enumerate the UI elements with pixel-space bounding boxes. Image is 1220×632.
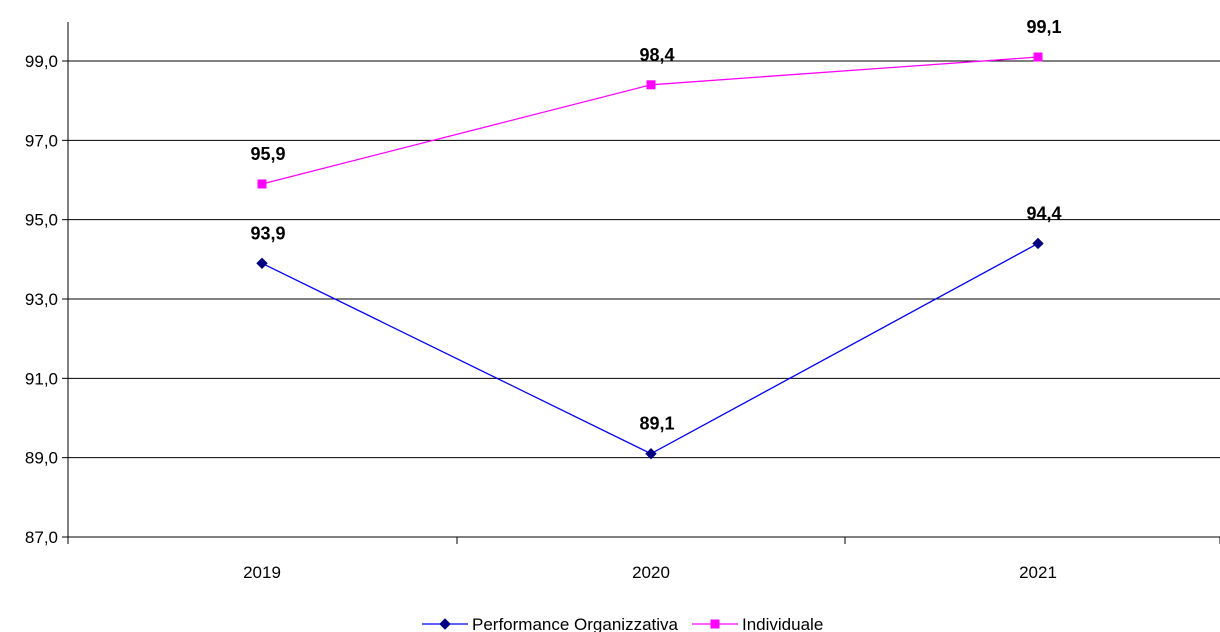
data-label: 95,9 [250, 144, 285, 164]
y-tick-label: 97,0 [25, 131, 58, 150]
data-label: 99,1 [1026, 17, 1061, 37]
data-label: 94,4 [1026, 203, 1061, 223]
data-point-marker [256, 257, 268, 270]
legend-marker [710, 619, 720, 629]
legend-label: Performance Organizzativa [472, 615, 679, 632]
data-label: 98,4 [639, 45, 674, 65]
data-point-marker [646, 80, 656, 90]
series-line-individuale [261, 56, 1039, 185]
y-tick-label: 95,0 [25, 211, 58, 230]
x-tick-label: 2020 [632, 563, 670, 582]
x-tick-label: 2019 [243, 563, 281, 582]
data-point-marker [1032, 237, 1044, 250]
legend-marker [439, 618, 451, 630]
y-tick-label: 99,0 [25, 52, 58, 71]
x-tick-label: 2021 [1019, 563, 1057, 582]
y-tick-label: 91,0 [25, 369, 58, 388]
y-tick-label: 93,0 [25, 290, 58, 309]
data-point-marker [645, 447, 657, 460]
data-point-marker [257, 179, 267, 189]
y-tick-label: 89,0 [25, 449, 58, 468]
legend-label: Individuale [742, 615, 823, 632]
data-label: 93,9 [250, 223, 285, 243]
data-label: 89,1 [639, 414, 674, 434]
data-point-marker [1033, 52, 1043, 62]
y-tick-label: 87,0 [25, 528, 58, 547]
